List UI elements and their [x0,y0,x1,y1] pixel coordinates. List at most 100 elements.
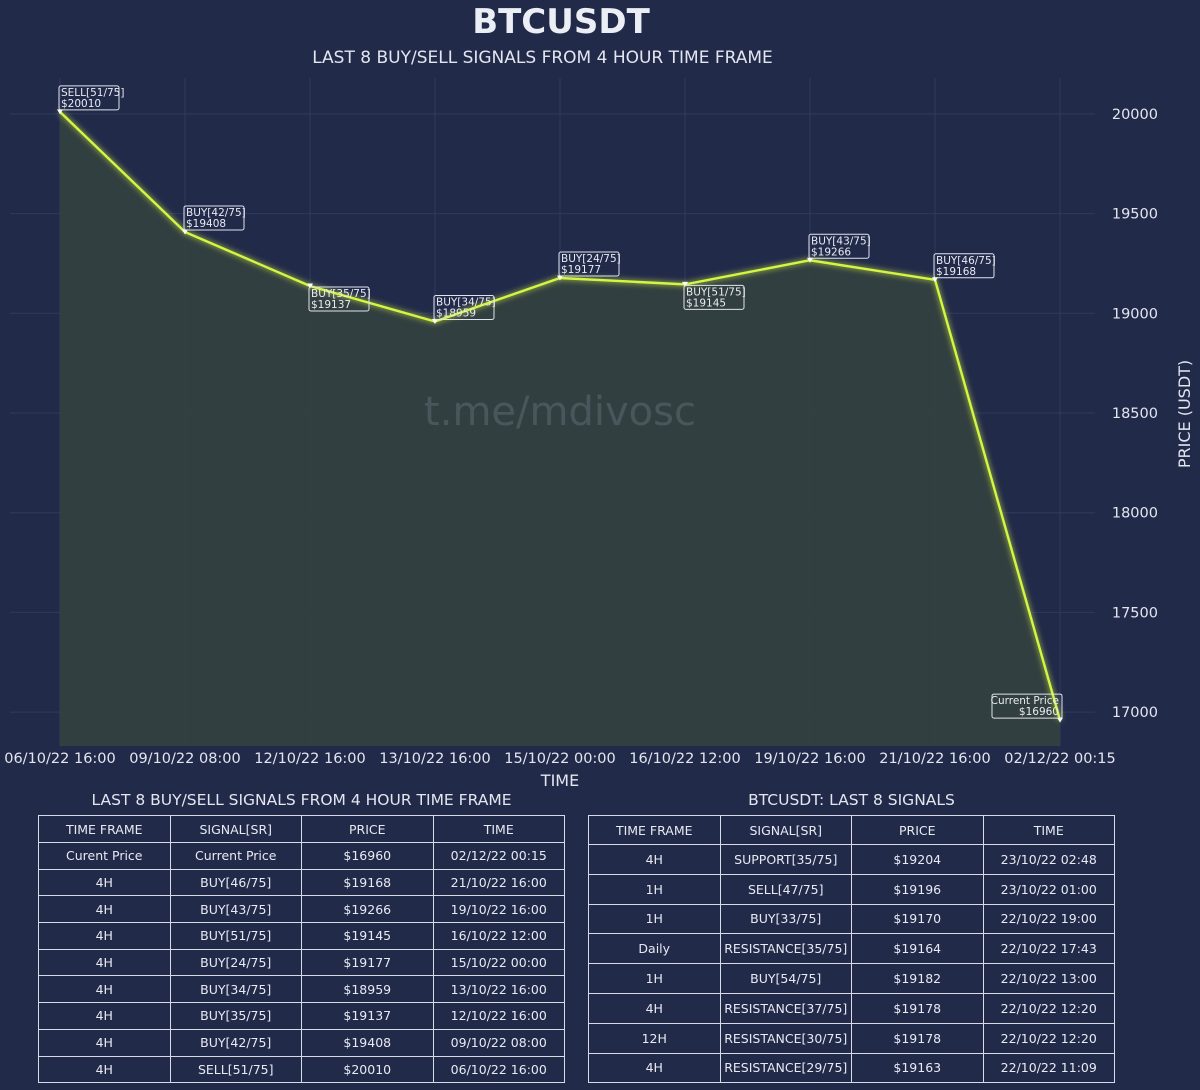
annotation-label: BUY[43/75] [811,235,871,247]
data-point [557,275,563,281]
data-point [932,277,938,283]
table-row: 4H SUPPORT[35/75] $19204 23/10/22 02:48 [588,844,1115,875]
table-cell: $19266 [301,895,434,924]
annotation-price: $19168 [936,266,976,278]
table-cell: $16960 [301,842,434,870]
annotation-box [808,233,870,259]
annotations: SELL[51/75]$20010 BUY[42/75]$19408 BUY[35/… [58,85,1063,719]
annotation-price: $19137 [311,299,351,311]
signal-annotation: BUY[46/75]$19168 [933,253,996,279]
table-row: 4H BUY[43/75] $19266 19/10/22 16:00 [38,895,565,924]
table-header-cell: PRICE [851,815,984,845]
table-cell: BUY[33/75] [719,903,852,935]
table-cell: BUY[46/75] [169,868,302,897]
table-row: 1H SELL[47/75] $19196 23/10/22 01:00 [588,873,1115,905]
annotation-box [683,284,745,310]
table-header-row: TIME FRAME SIGNAL[SR] PRICE TIME [38,815,565,843]
table-cell: SELL[47/75] [719,873,852,905]
table-cell: $19137 [301,1002,434,1030]
chart-title: BTCUSDT [472,2,650,42]
table-cell: BUY[51/75] [169,922,302,950]
table-cell: $18959 [301,975,434,1004]
table-cell: Daily [588,933,721,965]
annotation-label: BUY[51/75] [686,286,746,298]
table-cell: RESISTANCE[37/75] [719,992,852,1024]
table-cell: 1H [588,873,721,905]
signal-annotation: BUY[35/75]$19137 [308,286,371,312]
table-row: Curent Price Current Price $16960 02/12/22 … [38,842,565,870]
table-cell: $19178 [851,992,984,1024]
right-table-title: BTCUSDT: LAST 8 SIGNALS [748,791,955,809]
table-header-cell: SIGNAL[SR] [719,815,852,845]
table-cell: 12/10/22 16:00 [432,1002,565,1030]
table-cell: 4H [38,868,171,897]
annotation-price: $18959 [436,307,476,319]
table-cell: RESISTANCE[29/75] [719,1052,852,1084]
table-row: 4H BUY[35/75] $19137 12/10/22 16:00 [38,1002,565,1030]
x-tick-label: 19/10/22 16:00 [754,751,866,767]
annotation-label: Current Price [991,695,1059,707]
table-header-cell: TIME FRAME [588,815,721,845]
table-header-cell: TIME FRAME [38,815,171,843]
table-cell: 06/10/22 16:00 [432,1055,565,1084]
table-cell: $19182 [851,963,984,994]
table-cell: 23/10/22 01:00 [982,873,1115,905]
table-cell: 22/10/22 17:43 [982,933,1115,965]
table-header-cell: SIGNAL[SR] [169,815,302,843]
table-cell: 4H [38,975,171,1004]
annotation-label: BUY[42/75] [186,207,246,219]
table-row: 4H SELL[51/75] $20010 06/10/22 16:00 [38,1055,565,1084]
price-chart: t.me/mdivosc SELL[51/75]$20010 BUY[42/75]… [4,78,1194,790]
table-cell: SUPPORT[35/75] [719,844,852,875]
annotation-box [433,294,495,320]
table-cell: RESISTANCE[30/75] [719,1022,852,1054]
annotation-label: BUY[24/75] [561,253,621,265]
annotation-box [308,286,370,312]
annotation-price: $16960 [1019,706,1059,718]
table-row: 1H BUY[33/75] $19170 22/10/22 19:00 [588,903,1115,935]
table-cell: 4H [588,1052,721,1084]
table-cell: $19178 [851,1022,984,1054]
annotation-box [183,205,245,231]
table-cell: $19177 [301,948,434,977]
left-table-title: LAST 8 BUY/SELL SIGNALS FROM 4 HOUR TIME… [91,791,512,809]
table-cell: 15/10/22 00:00 [432,948,565,977]
table-cell: BUY[43/75] [169,895,302,924]
watermark-text: t.me/mdivosc [424,389,696,435]
table-cell: SELL[51/75] [169,1055,302,1084]
table-cell: 4H [588,844,721,875]
y-tick-label: 17500 [1112,605,1158,621]
annotation-price: $19145 [686,297,726,309]
y-tick-label: 17000 [1112,705,1158,721]
signal-annotation: BUY[42/75]$19408 [183,205,246,231]
annotation-price: $20010 [61,98,101,110]
table-cell: 22/10/22 11:09 [982,1052,1115,1084]
signal-annotation: BUY[34/75]$18959 [433,294,496,320]
signal-annotation: BUY[43/75]$19266 [808,233,871,259]
left-signals-table: TIME FRAME SIGNAL[SR] PRICE TIME Curent Pric… [38,815,565,1084]
table-cell: 4H [38,895,171,924]
x-tick-label: 12/10/22 16:00 [254,751,366,767]
x-tick-label: 13/10/22 16:00 [379,751,491,767]
y-tick-label: 18500 [1112,406,1158,422]
table-cell: $20010 [301,1055,434,1084]
table-cell: 4H [38,922,171,950]
table-cell: Current Price [169,842,302,870]
data-point [182,229,188,235]
table-cell: $19196 [851,873,984,905]
table-cell: 13/10/22 16:00 [432,975,565,1004]
annotation-box [933,253,995,279]
annotation-price: $19408 [186,218,226,230]
annotation-box [58,85,120,111]
signal-annotation: BUY[24/75]$19177 [558,251,621,277]
data-point [57,109,63,115]
data-point [1057,717,1063,723]
y-tick-label: 18000 [1112,506,1158,522]
y-axis-ticks: 17000 17500 18000 18500 19000 19500 20000 [1112,107,1158,721]
annotation-label: BUY[35/75] [311,288,371,300]
data-points [57,109,1063,723]
table-row: 4H RESISTANCE[37/75] $19178 22/10/22 12:20 [588,992,1115,1024]
table-cell: $19408 [301,1028,434,1057]
table-header-cell: PRICE [301,815,434,843]
table-cell: 23/10/22 02:48 [982,844,1115,875]
